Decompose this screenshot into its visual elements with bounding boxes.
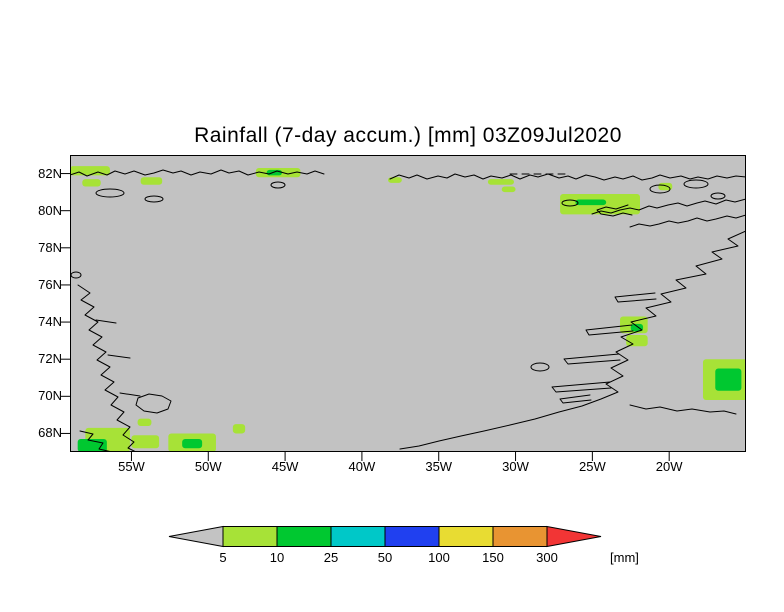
rain-patch (232, 424, 246, 434)
rain-patch (82, 179, 101, 187)
rain-patch (575, 199, 607, 206)
colorbar-level-label: 150 (482, 550, 504, 565)
colorbar-segment (276, 526, 332, 547)
colorbar-level-label: 300 (536, 550, 558, 565)
fjord-contour (559, 394, 592, 404)
coastline (629, 404, 737, 415)
island-contour (683, 179, 709, 189)
lat-tick-label: 82N (38, 165, 62, 181)
lon-tick-label: 55W (118, 459, 145, 474)
fjord-contour (563, 353, 621, 365)
plot-title: Rainfall (7-day accum.) [mm] 03Z09Jul202… (194, 124, 622, 147)
lat-tick-label: 72N (38, 351, 62, 367)
fjord-contour (95, 319, 117, 324)
lon-tick-label: 45W (271, 459, 299, 474)
colorbar-level-label: 100 (428, 550, 450, 565)
lat-tick-label: 80N (38, 202, 62, 218)
map-background (70, 155, 746, 452)
island-contour (710, 192, 726, 200)
coastline (70, 169, 325, 177)
colorbar-below-arrow (168, 525, 224, 548)
lon-tick-label: 35W (425, 459, 453, 474)
fjord-contour (107, 354, 131, 359)
lat-tick-label: 74N (38, 314, 62, 330)
fjord-contour (585, 324, 634, 336)
fjord-contour (551, 381, 612, 393)
colorbar-level-label: 10 (269, 550, 285, 565)
fjord-contour (119, 392, 141, 397)
rain-patch (131, 435, 160, 449)
lat-tick-label: 70N (38, 388, 62, 404)
lon-tick-label: 20W (655, 459, 683, 474)
coastline (629, 214, 746, 228)
colorbar-segment (492, 526, 548, 547)
lake-contour (95, 188, 125, 198)
rain-patch (388, 177, 402, 183)
rain-patch (715, 368, 742, 391)
rain-patch (182, 439, 203, 449)
coastline (389, 173, 746, 181)
lat-tick-label: 68N (38, 425, 62, 441)
island-contour (561, 199, 579, 207)
lon-tick-label: 50W (194, 459, 222, 474)
rain-patch (487, 179, 515, 185)
coastline (596, 204, 633, 217)
island-contour (135, 393, 172, 414)
colorbar: 5 10 25 50 100 150 300 [mm] (168, 525, 688, 586)
lat-tick-label: 78N (38, 239, 62, 255)
colorbar-segment (222, 526, 278, 547)
colorbar-above-arrow (546, 525, 602, 548)
colorbar-level-label: 50 (377, 550, 393, 565)
island-contour (649, 184, 671, 194)
colorbar-level-label: 5 (219, 550, 227, 565)
rain-patches (70, 166, 746, 452)
lat-tick-label: 76N (38, 276, 62, 292)
colorbar-segment (330, 526, 386, 547)
coastline (591, 198, 746, 215)
rain-patch (137, 418, 152, 427)
colorbar-level-label: 25 (323, 550, 339, 565)
rain-patch (626, 335, 648, 347)
colorbar-unit-label: [mm] (610, 550, 639, 565)
axis-ticks (61, 173, 670, 461)
rain-patch (140, 177, 163, 185)
rain-patch (501, 186, 516, 193)
lon-tick-label: 25W (578, 459, 606, 474)
colorbar-segment (438, 526, 494, 547)
coastline (79, 430, 113, 452)
lake-contour (144, 195, 164, 203)
coastline (77, 284, 137, 452)
map-svg (61, 155, 746, 461)
island-contour (530, 362, 550, 372)
colorbar-svg (168, 525, 602, 548)
fjord-contour (614, 292, 657, 303)
colorbar-segment (384, 526, 440, 547)
coastlines (70, 169, 746, 452)
lon-tick-label: 40W (348, 459, 376, 474)
rain-patch (266, 169, 283, 176)
lon-tick-label: 30W (502, 459, 529, 474)
rain-patch (630, 323, 644, 332)
lake-contour (270, 181, 286, 189)
coastline (399, 230, 746, 450)
map-frame (70, 155, 746, 452)
